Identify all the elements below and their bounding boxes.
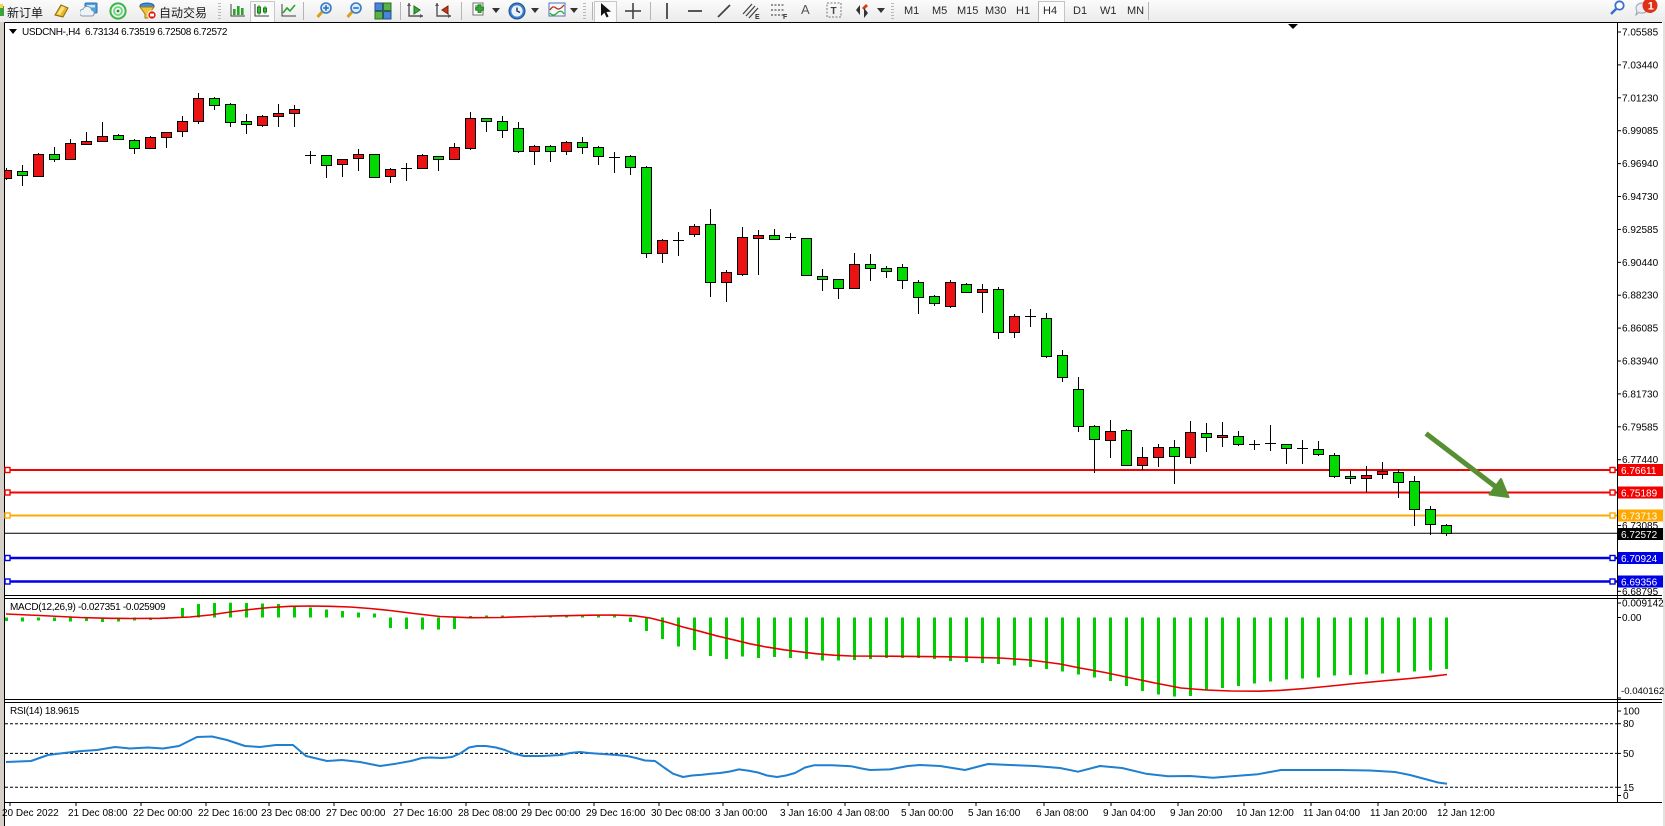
svg-text:27 Dec 16:00: 27 Dec 16:00 bbox=[393, 808, 453, 819]
svg-text:1: 1 bbox=[1648, 1, 1654, 13]
svg-text:20 Dec 2022: 20 Dec 2022 bbox=[2, 808, 59, 819]
svg-text:6.96940: 6.96940 bbox=[1622, 159, 1659, 170]
svg-text:22 Dec 00:00: 22 Dec 00:00 bbox=[133, 808, 193, 819]
svg-text:6.73085: 6.73085 bbox=[1622, 521, 1659, 532]
svg-text:30 Dec 08:00: 30 Dec 08:00 bbox=[651, 808, 711, 819]
svg-text:7.03440: 7.03440 bbox=[1622, 60, 1659, 71]
svg-text:100: 100 bbox=[1623, 707, 1640, 718]
svg-text:5 Jan 00:00: 5 Jan 00:00 bbox=[901, 808, 954, 819]
svg-text:50: 50 bbox=[1623, 749, 1635, 760]
svg-text:F: F bbox=[783, 14, 788, 20]
svg-text:11 Jan 20:00: 11 Jan 20:00 bbox=[1370, 808, 1428, 819]
svg-text:29 Dec 00:00: 29 Dec 00:00 bbox=[521, 808, 581, 819]
svg-text:29 Dec 16:00: 29 Dec 16:00 bbox=[586, 808, 646, 819]
svg-text:T: T bbox=[831, 6, 837, 17]
svg-text:9 Jan 20:00: 9 Jan 20:00 bbox=[1170, 808, 1223, 819]
svg-text:E: E bbox=[755, 14, 760, 20]
svg-text:7.01230: 7.01230 bbox=[1622, 93, 1659, 104]
svg-text:11 Jan 04:00: 11 Jan 04:00 bbox=[1303, 808, 1361, 819]
svg-text:27 Dec 00:00: 27 Dec 00:00 bbox=[326, 808, 386, 819]
svg-text:6.94730: 6.94730 bbox=[1622, 192, 1659, 203]
svg-text:9 Jan 04:00: 9 Jan 04:00 bbox=[1103, 808, 1156, 819]
svg-text:21 Dec 08:00: 21 Dec 08:00 bbox=[68, 808, 128, 819]
svg-text:6.81730: 6.81730 bbox=[1622, 389, 1659, 400]
svg-text:28 Dec 08:00: 28 Dec 08:00 bbox=[458, 808, 518, 819]
svg-text:23 Dec 08:00: 23 Dec 08:00 bbox=[261, 808, 321, 819]
svg-text:USDCNH-,H4 6.73134 6.73519 6.: USDCNH-,H4 6.73134 6.73519 6.72508 6.725… bbox=[22, 27, 228, 38]
svg-text:6.72572: 6.72572 bbox=[1621, 530, 1658, 541]
svg-text:6.92585: 6.92585 bbox=[1622, 225, 1659, 236]
svg-text:4 Jan 08:00: 4 Jan 08:00 bbox=[837, 808, 890, 819]
svg-text:6.88230: 6.88230 bbox=[1622, 291, 1659, 302]
svg-text:3 Jan 00:00: 3 Jan 00:00 bbox=[715, 808, 768, 819]
svg-text:22 Dec 16:00: 22 Dec 16:00 bbox=[198, 808, 258, 819]
svg-text:0.00: 0.00 bbox=[1622, 613, 1642, 624]
svg-text:6.69356: 6.69356 bbox=[1621, 577, 1658, 588]
svg-text:6.86085: 6.86085 bbox=[1622, 324, 1659, 335]
svg-text:6.73713: 6.73713 bbox=[1621, 511, 1658, 522]
svg-text:6.75189: 6.75189 bbox=[1621, 488, 1658, 499]
svg-text:RSI(14) 18.9615: RSI(14) 18.9615 bbox=[10, 706, 80, 717]
svg-text:0.009142: 0.009142 bbox=[1622, 599, 1664, 610]
svg-text:-0.040162: -0.040162 bbox=[1621, 686, 1664, 697]
svg-text:6.99085: 6.99085 bbox=[1622, 126, 1659, 137]
svg-text:12 Jan 12:00: 12 Jan 12:00 bbox=[1437, 808, 1495, 819]
svg-text:6.70924: 6.70924 bbox=[1621, 554, 1658, 565]
svg-text:3 Jan 16:00: 3 Jan 16:00 bbox=[780, 808, 833, 819]
svg-text:MACD(12,26,9) -0.027351 -0.025: MACD(12,26,9) -0.027351 -0.025909 bbox=[10, 602, 166, 613]
svg-text:10 Jan 12:00: 10 Jan 12:00 bbox=[1236, 808, 1294, 819]
svg-text:6.79585: 6.79585 bbox=[1622, 422, 1659, 433]
svg-text:5 Jan 16:00: 5 Jan 16:00 bbox=[968, 808, 1021, 819]
svg-text:6.77440: 6.77440 bbox=[1622, 455, 1659, 466]
svg-text:6 Jan 08:00: 6 Jan 08:00 bbox=[1036, 808, 1089, 819]
svg-text:7.05585: 7.05585 bbox=[1622, 28, 1659, 39]
svg-text:0: 0 bbox=[1623, 791, 1629, 802]
svg-text:6.90440: 6.90440 bbox=[1622, 258, 1659, 269]
svg-text:15: 15 bbox=[1623, 783, 1635, 794]
svg-text:80: 80 bbox=[1623, 719, 1635, 730]
svg-text:6.68795: 6.68795 bbox=[1622, 587, 1659, 598]
svg-text:6.76611: 6.76611 bbox=[1621, 466, 1657, 477]
svg-text:6.83940: 6.83940 bbox=[1622, 357, 1659, 368]
